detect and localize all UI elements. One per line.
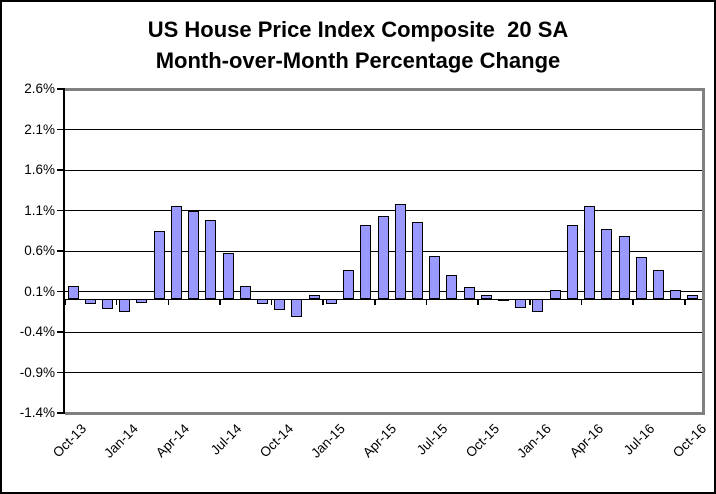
y-tick-mark [57, 250, 65, 252]
x-tick-mark [64, 299, 66, 305]
gridline [65, 331, 702, 333]
x-tick-mark [632, 299, 634, 305]
bar [411, 221, 423, 299]
bar [153, 230, 165, 299]
plot-border-bottom [65, 411, 705, 415]
y-tick-mark [57, 290, 65, 293]
gridline [65, 372, 702, 373]
bar [429, 255, 441, 299]
x-tick-label: Jan-16 [514, 421, 555, 461]
x-tick-mark [684, 299, 686, 305]
x-tick-mark [167, 299, 170, 305]
bar [205, 220, 217, 299]
bar [256, 298, 268, 304]
y-tick-mark [57, 331, 65, 333]
bar [549, 289, 561, 299]
y-tick-label: 2.6% [24, 81, 55, 96]
y-tick-mark [57, 88, 65, 90]
x-tick-label: Oct-16 [669, 421, 710, 461]
bar [343, 269, 355, 299]
bar [119, 298, 131, 312]
y-tick-mark [57, 169, 65, 171]
bar [136, 298, 148, 303]
bar [446, 275, 458, 299]
bar [532, 298, 544, 313]
x-tick-label: Apr-14 [153, 421, 193, 461]
bar [222, 252, 234, 299]
x-tick-label: Jan-14 [101, 421, 141, 461]
plot-border-top [65, 87, 705, 91]
y-tick-label: 1.1% [24, 202, 55, 218]
gridline [65, 169, 702, 171]
x-tick-label: Oct-13 [49, 421, 90, 461]
bar [566, 225, 578, 299]
bar [377, 216, 389, 299]
bar [463, 286, 475, 299]
x-tick-mark [529, 299, 531, 305]
y-tick-label: 2.1% [24, 121, 55, 137]
x-axis-line [65, 298, 702, 301]
bar [498, 298, 509, 302]
bar [394, 204, 406, 299]
x-tick-mark [115, 299, 118, 305]
y-tick-label: 1.6% [24, 162, 55, 177]
x-tick-mark [477, 299, 479, 305]
gridline [65, 210, 702, 211]
x-tick-label: Oct-14 [256, 421, 296, 461]
bar [308, 294, 320, 299]
bar [515, 298, 527, 308]
x-tick-label: Oct-15 [463, 421, 503, 461]
x-tick-label: Jan-15 [307, 421, 348, 461]
bar [601, 229, 613, 299]
y-tick-mark [57, 412, 65, 414]
y-tick-label: -0.4% [19, 324, 55, 339]
bar [687, 294, 699, 299]
y-tick-mark [57, 371, 65, 374]
x-tick-label: Jul-14 [207, 421, 245, 458]
bar [170, 205, 182, 299]
bar [480, 294, 492, 299]
bar [274, 298, 286, 310]
x-tick-mark [219, 299, 221, 305]
x-tick-mark [374, 299, 376, 305]
bar [635, 256, 647, 299]
plot-border-right [702, 87, 705, 415]
bar [239, 285, 251, 299]
bar [670, 289, 682, 299]
x-tick-label: Apr-15 [359, 421, 400, 461]
y-tick-mark [57, 209, 65, 212]
bar [102, 298, 114, 310]
y-tick-label: -1.4% [19, 405, 55, 420]
y-tick-mark [57, 128, 65, 131]
bar [360, 225, 372, 299]
bar [291, 298, 303, 318]
chart-title: US House Price Index Composite 20 SA Mon… [2, 14, 714, 76]
x-tick-label: Apr-16 [566, 421, 606, 461]
x-tick-label: Jul-16 [620, 421, 658, 458]
x-tick-mark [425, 299, 428, 305]
bar [584, 205, 596, 299]
y-tick-label: -0.9% [19, 364, 55, 380]
bar [652, 270, 664, 299]
bar [188, 210, 200, 299]
x-tick-label: Jul-15 [414, 421, 451, 458]
chart-title-line1: US House Price Index Composite 20 SA [147, 17, 569, 42]
bar [67, 285, 79, 299]
bar [618, 236, 630, 299]
bar [84, 298, 96, 305]
bar [325, 298, 337, 304]
y-tick-label: 0.6% [24, 243, 55, 258]
chart-title-line2: Month-over-Month Percentage Change [155, 48, 561, 73]
gridline [65, 129, 702, 130]
x-tick-mark [322, 299, 324, 305]
y-tick-label: 0.1% [24, 283, 55, 299]
x-tick-mark [580, 299, 583, 305]
x-tick-mark [270, 299, 273, 305]
